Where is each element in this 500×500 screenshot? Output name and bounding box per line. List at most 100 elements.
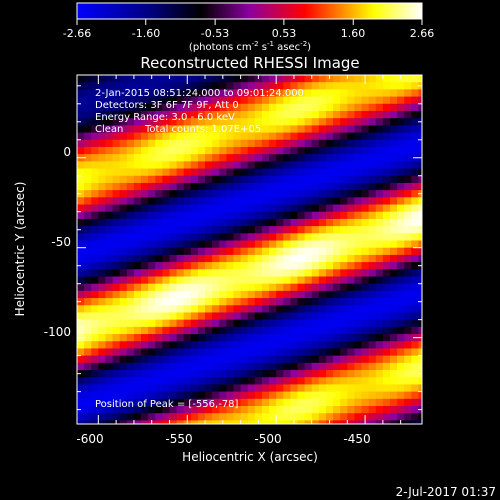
heatmap-cell <box>226 139 235 148</box>
heatmap-cell <box>133 110 142 119</box>
heatmap-cell <box>105 240 114 249</box>
heatmap-cell <box>389 269 398 278</box>
heatmap-cell <box>290 168 299 177</box>
heatmap-cell <box>276 334 284 342</box>
heatmap-cell <box>240 154 249 162</box>
heatmap-cell <box>105 283 114 292</box>
heatmap-cell <box>411 348 420 357</box>
heatmap-cell <box>325 283 334 292</box>
heatmap-cell <box>119 110 128 119</box>
heatmap-cell <box>169 89 178 98</box>
heatmap-cell <box>333 125 341 134</box>
heatmap-cell <box>389 89 398 98</box>
heatmap-cell <box>205 384 213 393</box>
heatmap-cell <box>304 254 313 263</box>
heatmap-cell <box>77 168 85 177</box>
plot-frame <box>76 74 423 425</box>
heatmap-cell <box>304 96 313 105</box>
heatmap-cell <box>212 334 220 342</box>
heatmap-cell <box>297 269 306 278</box>
heatmap-cell <box>318 218 327 227</box>
heatmap-cell <box>105 312 114 321</box>
heatmap-cell <box>226 82 235 90</box>
heatmap-cell <box>333 406 341 414</box>
heatmap-cell <box>105 398 114 407</box>
heatmap-cell <box>205 154 213 162</box>
heatmap-cell <box>84 110 92 119</box>
heatmap-cell <box>368 334 377 342</box>
heatmap-cell <box>318 326 327 335</box>
heatmap-cell <box>269 154 277 162</box>
heatmap-cell <box>126 226 135 234</box>
heatmap-cell <box>276 154 284 162</box>
heatmap-cell <box>141 312 149 321</box>
heatmap-cell <box>290 262 299 270</box>
heatmap-cell <box>325 254 334 263</box>
heatmap-cell <box>247 96 256 105</box>
heatmap-cell <box>112 218 121 227</box>
heatmap-cell <box>318 161 327 170</box>
heatmap-cell <box>84 82 92 90</box>
heatmap-cell <box>205 319 213 328</box>
heatmap-cell <box>233 254 242 263</box>
heatmap-cell <box>183 240 192 249</box>
heatmap-cell <box>340 362 348 371</box>
heatmap-cell <box>354 132 363 141</box>
heatmap-cell <box>190 175 199 184</box>
heatmap-cell <box>169 226 178 234</box>
heatmap-cell <box>269 398 277 407</box>
heatmap-cell <box>325 326 334 335</box>
heatmap-cell <box>141 96 149 105</box>
heatmap-cell <box>389 276 398 285</box>
energy-range: Energy Range: 3.0 - 6.0 keV <box>95 112 235 123</box>
heatmap-cell <box>176 139 185 148</box>
heatmap-cell <box>112 154 121 162</box>
heatmap-cell <box>297 182 306 191</box>
heatmap-cell <box>340 420 348 424</box>
heatmap-cell <box>247 377 256 386</box>
heatmap-cell <box>254 139 263 148</box>
heatmap-cell <box>183 82 192 90</box>
heatmap-cell <box>126 370 135 378</box>
heatmap-cell <box>105 370 114 378</box>
heatmap-cell <box>247 82 256 90</box>
heatmap-cell <box>304 233 313 242</box>
heatmap-cell <box>205 377 213 386</box>
heatmap-cell <box>418 413 422 422</box>
heatmap-cell <box>276 197 284 206</box>
heatmap-cell <box>254 305 263 314</box>
heatmap-cell <box>197 110 206 119</box>
heatmap-cell <box>397 305 405 314</box>
heatmap-cell <box>254 348 263 357</box>
heatmap-cell <box>112 269 121 278</box>
heatmap-cell <box>261 118 270 126</box>
heatmap-cell <box>105 132 114 141</box>
heatmap-cell <box>155 283 163 292</box>
heatmap-cell <box>133 125 142 134</box>
heatmap-cell <box>347 197 356 206</box>
heatmap-cell <box>411 190 420 198</box>
heatmap-cell <box>347 168 356 177</box>
heatmap-cell <box>318 334 327 342</box>
heatmap-cell <box>98 276 107 285</box>
heatmap-cell <box>347 175 356 184</box>
heatmap-cell <box>276 362 284 371</box>
heatmap-cell <box>148 406 156 414</box>
heatmap-cell <box>91 420 99 424</box>
heatmap-cell <box>247 154 256 162</box>
heatmap-cell <box>404 146 412 155</box>
heatmap-cell <box>212 406 220 414</box>
heatmap-cell <box>311 398 320 407</box>
heatmap-cell <box>133 341 142 350</box>
heatmap-cell <box>276 319 284 328</box>
heatmap-cell <box>176 175 185 184</box>
heatmap-cell <box>276 413 284 422</box>
heatmap-cell <box>290 406 299 414</box>
heatmap-cell <box>219 103 227 112</box>
heatmap-cell <box>276 82 284 90</box>
heatmap-cell <box>276 355 284 364</box>
heatmap-cell <box>126 168 135 177</box>
heatmap-cell <box>269 125 277 134</box>
heatmap-cell <box>197 240 206 249</box>
heatmap-cell <box>375 355 384 364</box>
